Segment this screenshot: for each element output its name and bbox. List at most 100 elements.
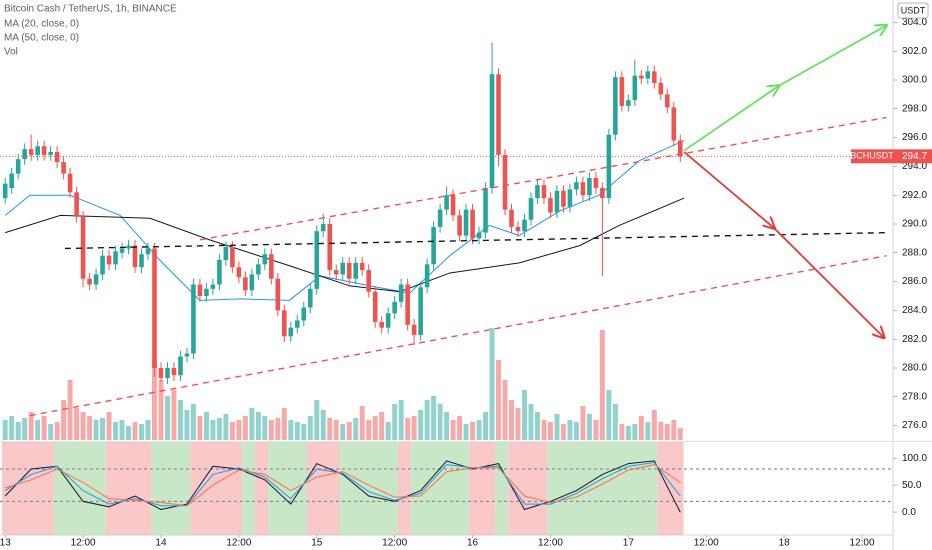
candle-body bbox=[379, 321, 384, 328]
volume-bar bbox=[444, 412, 450, 440]
candle-body bbox=[652, 71, 657, 83]
x-tick-label: 12:00 bbox=[694, 538, 719, 549]
volume-bar bbox=[573, 422, 579, 440]
candle-body bbox=[593, 177, 599, 188]
volume-bar bbox=[353, 418, 359, 440]
x-tick-label: 17 bbox=[623, 538, 635, 549]
candle-body bbox=[457, 215, 462, 236]
candle-body bbox=[658, 82, 664, 95]
candle-body bbox=[398, 284, 404, 302]
volume-bar bbox=[203, 412, 209, 440]
oscillator-zone bbox=[307, 442, 340, 535]
x-tick-label: 15 bbox=[311, 538, 323, 549]
candle-body bbox=[145, 248, 151, 255]
volume-bar bbox=[379, 412, 385, 440]
oscillator-zone bbox=[469, 442, 496, 535]
volume-bar bbox=[67, 380, 73, 440]
volume-bar bbox=[541, 420, 547, 440]
y-tick-label: 296.0 bbox=[902, 132, 927, 143]
volume-bar bbox=[450, 420, 456, 440]
volume-bar bbox=[268, 420, 274, 440]
volume-bar bbox=[223, 414, 229, 440]
volume-bar bbox=[340, 424, 346, 440]
oscillator-line bbox=[5, 464, 681, 507]
volume-bar bbox=[359, 406, 365, 440]
volume-bar bbox=[489, 328, 495, 440]
candle-body bbox=[574, 182, 579, 190]
candle-body bbox=[197, 284, 203, 296]
legend-volume: Vol bbox=[4, 47, 18, 58]
candle-body bbox=[567, 189, 573, 207]
oscillator-tick-label: 0.0 bbox=[902, 507, 916, 518]
volume-bar bbox=[483, 412, 489, 440]
volume-bar bbox=[411, 416, 417, 440]
candle-body bbox=[100, 255, 105, 275]
candle-body bbox=[372, 291, 378, 322]
volume-bar bbox=[119, 420, 125, 440]
candle-body bbox=[327, 224, 333, 271]
plot: 100.0 50.0 0.0 276.0 278.0 280.0 282.0 284.0 286… bbox=[0, 17, 932, 549]
candle-body bbox=[561, 190, 566, 207]
volume-bar bbox=[294, 422, 300, 440]
x-tick-label: 14 bbox=[155, 538, 167, 549]
candle-body bbox=[639, 75, 644, 79]
volume-bar bbox=[392, 404, 398, 440]
volume-bar bbox=[242, 416, 248, 440]
oscillator-zone bbox=[1, 442, 54, 535]
candle-body bbox=[236, 267, 242, 278]
y-tick-label: 304.0 bbox=[902, 17, 927, 28]
trend-drawing bbox=[29, 254, 887, 417]
candle-body bbox=[320, 224, 326, 232]
volume-bar bbox=[197, 416, 203, 440]
candle-body bbox=[119, 248, 125, 253]
y-tick-label: 298.0 bbox=[902, 103, 927, 114]
candle-body bbox=[314, 231, 320, 289]
candle-body bbox=[152, 248, 157, 368]
x-tick-label: 12:00 bbox=[71, 538, 96, 549]
volume-bar bbox=[677, 428, 683, 440]
candle-body bbox=[275, 278, 281, 311]
volume-bar bbox=[521, 390, 527, 440]
volume-bar bbox=[385, 422, 391, 440]
candle-body bbox=[632, 75, 638, 101]
volume-bar bbox=[638, 416, 644, 440]
candle-body bbox=[528, 198, 534, 220]
candle-body bbox=[262, 254, 268, 265]
moving-average bbox=[4, 140, 685, 301]
volume-bar bbox=[184, 410, 190, 440]
volume-bar bbox=[664, 424, 670, 440]
volume-bar bbox=[671, 420, 677, 440]
candle-body bbox=[626, 100, 631, 106]
candle-body bbox=[346, 262, 352, 279]
candle-body bbox=[392, 301, 397, 314]
volume-bar bbox=[151, 360, 157, 440]
volume-bar bbox=[80, 412, 86, 440]
volume-bar bbox=[74, 408, 80, 440]
volume-bar bbox=[87, 416, 93, 440]
volume-bar bbox=[314, 400, 320, 440]
volume-bar bbox=[509, 400, 515, 440]
volume-bar bbox=[502, 380, 508, 440]
volume-bar bbox=[9, 416, 15, 440]
volume-bar bbox=[599, 330, 605, 440]
volume-bar bbox=[651, 410, 657, 440]
legend-ma20: MA (20, close, 0) bbox=[4, 19, 79, 30]
candle-body bbox=[476, 232, 482, 239]
candle-body bbox=[28, 149, 34, 155]
y-tick-label: 290.0 bbox=[902, 219, 927, 230]
candle-body bbox=[2, 183, 8, 199]
x-tick-label: 12:00 bbox=[538, 538, 563, 549]
volume-bar bbox=[15, 422, 21, 440]
candle-body bbox=[269, 254, 274, 279]
candle-body bbox=[385, 313, 391, 328]
volume-bar bbox=[431, 396, 437, 440]
candle-body bbox=[677, 140, 683, 157]
volume-bar bbox=[496, 360, 502, 440]
symbol-label: BCHUSDT bbox=[850, 151, 894, 161]
oscillator-line bbox=[4, 461, 681, 507]
volume-bar bbox=[547, 422, 553, 440]
x-tick-label: 13 bbox=[0, 538, 11, 549]
candle-body bbox=[307, 288, 313, 308]
volume-bar bbox=[658, 422, 664, 440]
currency-box[interactable] bbox=[897, 2, 929, 19]
